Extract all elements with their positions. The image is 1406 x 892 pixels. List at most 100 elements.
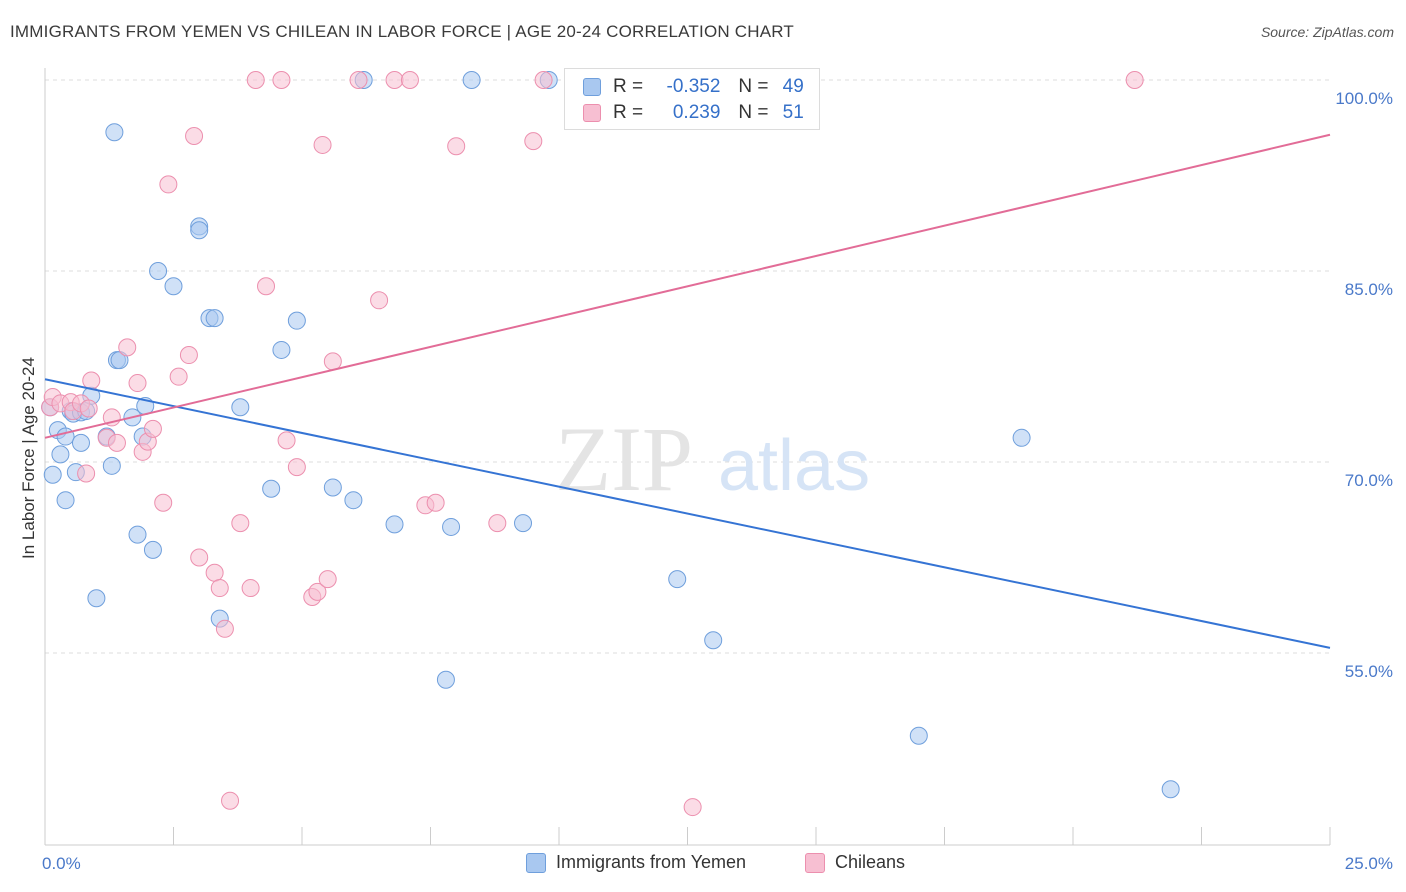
point-yemen (128, 525, 147, 544)
point-chileans (323, 352, 342, 371)
gridlines (45, 79, 1330, 654)
point-yemen (668, 570, 687, 589)
point-chileans (447, 137, 466, 156)
point-yemen (385, 515, 404, 534)
watermark: ZIP atlas (555, 408, 870, 510)
trend-lines (44, 133, 1331, 649)
point-chileans (231, 514, 250, 533)
point-yemen (102, 456, 121, 475)
point-chileans (221, 791, 240, 810)
point-chileans (241, 579, 260, 598)
tick-labels: 100.0% 85.0% 70.0% 55.0% 0.0% 25.0% (42, 89, 1393, 873)
r-value: 0.239 (672, 102, 721, 123)
point-chileans (277, 431, 296, 450)
point-chileans (287, 458, 306, 477)
point-chileans (246, 71, 265, 89)
point-chileans (318, 570, 337, 589)
point-yemen (149, 262, 168, 280)
point-chileans (210, 579, 229, 598)
point-chileans (313, 135, 332, 154)
point-chileans (77, 464, 96, 483)
stats-swatch-blue (583, 78, 601, 96)
point-yemen (231, 398, 250, 417)
point-chileans (154, 493, 173, 512)
y-tick-label: 55.0% (1345, 662, 1393, 681)
point-yemen (323, 478, 342, 497)
point-chileans (534, 71, 553, 89)
point-chileans (169, 367, 188, 386)
y-tick-label: 100.0% (1335, 89, 1393, 108)
n-value: 49 (782, 76, 804, 97)
point-yemen (704, 631, 723, 650)
point-chileans (349, 71, 368, 89)
trend-line-yemen (44, 378, 1331, 649)
legend-swatch-pink (805, 852, 825, 873)
n-label: N = (738, 76, 769, 97)
point-chileans (82, 371, 101, 390)
point-yemen (272, 340, 291, 359)
point-chileans (385, 71, 404, 89)
point-chileans (159, 175, 178, 194)
point-yemen (56, 491, 75, 510)
point-chileans (400, 71, 419, 89)
y-tick-label: 85.0% (1345, 280, 1393, 299)
bottom-legend: Immigrants from Yemen Chileans (0, 852, 1406, 878)
r-value: -0.352 (666, 76, 721, 97)
point-yemen (105, 123, 124, 142)
x-tick-label: 0.0% (42, 854, 81, 873)
point-chileans (488, 514, 507, 533)
r-label: R = (613, 102, 644, 123)
legend-item-chileans[interactable]: Chileans (805, 852, 905, 873)
legend-label-chileans: Chileans (835, 852, 906, 872)
point-chileans (190, 548, 209, 567)
point-yemen (71, 433, 90, 452)
point-yemen (43, 465, 62, 484)
point-chileans (215, 619, 234, 638)
legend-swatch-blue (526, 852, 546, 873)
chart-title: IMMIGRANTS FROM YEMEN VS CHILEAN IN LABO… (10, 22, 795, 41)
point-chileans (1125, 71, 1144, 89)
point-chileans (272, 71, 291, 89)
point-chileans (524, 132, 543, 151)
data-points (41, 71, 1180, 817)
legend-item-yemen[interactable]: Immigrants from Yemen (526, 852, 746, 873)
n-label: N = (738, 102, 769, 123)
watermark-zip: ZIP (555, 408, 693, 510)
point-yemen (1012, 428, 1031, 447)
chart-source: Source: ZipAtlas.com (1260, 24, 1394, 40)
point-yemen (205, 309, 224, 328)
r-label: R = (613, 76, 644, 97)
point-yemen (51, 445, 70, 464)
stats-swatch-pink (583, 104, 601, 122)
point-chileans (118, 338, 137, 357)
point-yemen (143, 540, 162, 559)
point-yemen (287, 311, 306, 330)
point-yemen (462, 71, 481, 89)
point-yemen (164, 277, 183, 296)
point-chileans (107, 433, 126, 452)
point-yemen (344, 491, 363, 510)
x-tick-label: 25.0% (1345, 854, 1393, 873)
point-chileans (370, 291, 389, 310)
point-chileans (179, 346, 198, 365)
y-axis-label: In Labor Force | Age 20-24 (19, 357, 38, 559)
stats-row-yemen: R = -0.352 N = 49 (583, 75, 804, 99)
point-yemen (442, 517, 461, 536)
point-yemen (1161, 780, 1180, 799)
point-yemen (190, 221, 209, 240)
trend-line-chileans (44, 133, 1331, 439)
y-tick-label: 70.0% (1345, 471, 1393, 490)
point-yemen (87, 589, 106, 608)
axes (44, 68, 1331, 846)
stats-legend: R = -0.352 N = 49 R = 0.239 N = 51 (564, 68, 820, 130)
legend-label-yemen: Immigrants from Yemen (556, 852, 747, 872)
stats-row-chileans: R = 0.239 N = 51 (583, 101, 804, 125)
point-chileans (308, 582, 327, 601)
point-chileans (426, 493, 445, 512)
point-chileans (143, 419, 162, 438)
watermark-atlas: atlas (718, 426, 870, 506)
point-yemen (909, 726, 928, 745)
point-chileans (257, 277, 276, 296)
point-chileans (79, 399, 98, 418)
